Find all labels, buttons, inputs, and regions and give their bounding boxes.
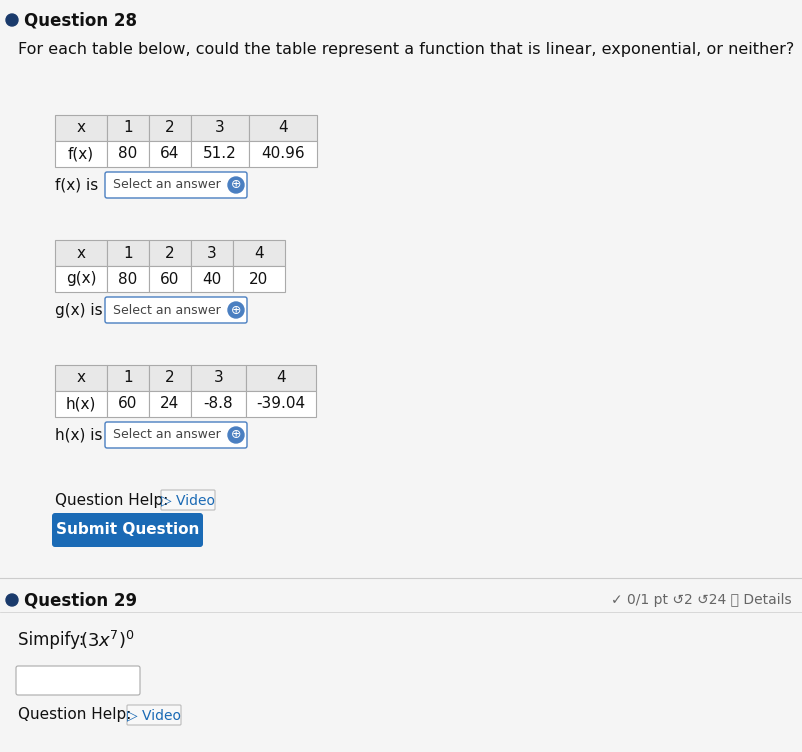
Text: ⊕: ⊕ — [230, 304, 241, 317]
Text: 24: 24 — [160, 396, 180, 411]
Text: For each table below, could the table represent a function that is linear, expon: For each table below, could the table re… — [18, 42, 793, 57]
Text: Select an answer: Select an answer — [113, 304, 221, 317]
Text: $(3x^7)^0$: $(3x^7)^0$ — [80, 629, 135, 651]
Text: x: x — [76, 120, 85, 135]
Bar — [149, 115, 191, 141]
Text: 51.2: 51.2 — [203, 147, 237, 162]
Text: ▷ Video: ▷ Video — [160, 493, 215, 507]
Bar — [107, 391, 149, 417]
Circle shape — [6, 14, 18, 26]
Circle shape — [228, 177, 244, 193]
Bar — [149, 240, 191, 266]
Text: Question Help:: Question Help: — [18, 708, 132, 723]
Text: 2: 2 — [165, 245, 175, 260]
Text: Select an answer: Select an answer — [113, 178, 221, 192]
Circle shape — [228, 302, 244, 318]
Text: 1: 1 — [123, 371, 132, 386]
Text: ▷ Video: ▷ Video — [127, 708, 180, 722]
Circle shape — [6, 594, 18, 606]
Text: 1: 1 — [123, 245, 132, 260]
Text: h(x) is: h(x) is — [55, 427, 103, 442]
Text: 3: 3 — [215, 120, 225, 135]
Bar — [233, 240, 285, 266]
Text: 60: 60 — [160, 271, 180, 287]
Text: 20: 20 — [249, 271, 269, 287]
Bar — [107, 365, 149, 391]
Bar — [191, 365, 245, 391]
Text: ⊕: ⊕ — [230, 178, 241, 192]
Bar — [107, 141, 149, 167]
Bar — [191, 115, 249, 141]
FancyBboxPatch shape — [105, 297, 247, 323]
Bar — [191, 240, 233, 266]
FancyBboxPatch shape — [52, 513, 203, 547]
Circle shape — [228, 427, 244, 443]
Text: 3: 3 — [207, 245, 217, 260]
Text: -39.04: -39.04 — [256, 396, 306, 411]
Text: 1: 1 — [123, 120, 132, 135]
Text: f(x) is: f(x) is — [55, 177, 98, 193]
Text: 40: 40 — [202, 271, 221, 287]
Bar — [55, 115, 107, 141]
Bar — [55, 240, 107, 266]
Bar — [55, 266, 107, 292]
Text: 40.96: 40.96 — [261, 147, 305, 162]
Text: x: x — [76, 371, 85, 386]
Bar — [149, 266, 191, 292]
Text: Question 29: Question 29 — [24, 591, 137, 609]
Text: 2: 2 — [165, 120, 175, 135]
Text: Simpify:: Simpify: — [18, 631, 90, 649]
Bar — [191, 266, 233, 292]
Bar — [249, 141, 317, 167]
Text: 4: 4 — [277, 120, 287, 135]
Text: -8.8: -8.8 — [204, 396, 233, 411]
Bar — [245, 391, 316, 417]
Text: f(x): f(x) — [68, 147, 94, 162]
Bar — [233, 266, 285, 292]
Text: 60: 60 — [118, 396, 137, 411]
Bar — [191, 141, 249, 167]
Text: ✓ 0/1 pt ↺2 ↺24 ⓘ Details: ✓ 0/1 pt ↺2 ↺24 ⓘ Details — [610, 593, 791, 607]
Bar — [191, 391, 245, 417]
Text: 4: 4 — [254, 245, 264, 260]
Bar — [55, 365, 107, 391]
Text: ⊕: ⊕ — [230, 429, 241, 441]
Text: 2: 2 — [165, 371, 175, 386]
Text: 64: 64 — [160, 147, 180, 162]
FancyBboxPatch shape — [160, 490, 215, 510]
FancyBboxPatch shape — [16, 666, 140, 695]
Bar — [55, 141, 107, 167]
FancyBboxPatch shape — [105, 422, 247, 448]
Bar — [55, 391, 107, 417]
Bar — [107, 240, 149, 266]
Text: Question 28: Question 28 — [24, 11, 137, 29]
Text: g(x) is: g(x) is — [55, 302, 103, 317]
FancyBboxPatch shape — [105, 172, 247, 198]
Text: 4: 4 — [276, 371, 286, 386]
Text: 3: 3 — [213, 371, 223, 386]
Bar — [149, 391, 191, 417]
Bar — [107, 266, 149, 292]
Bar — [107, 115, 149, 141]
Bar — [245, 365, 316, 391]
FancyBboxPatch shape — [127, 705, 180, 725]
Bar — [249, 115, 317, 141]
Bar — [149, 141, 191, 167]
Text: x: x — [76, 245, 85, 260]
Text: Select an answer: Select an answer — [113, 429, 221, 441]
Text: Question Help:: Question Help: — [55, 493, 168, 508]
Text: Submit Question: Submit Question — [56, 523, 199, 538]
Text: 80: 80 — [118, 147, 137, 162]
Text: 80: 80 — [118, 271, 137, 287]
Text: h(x): h(x) — [66, 396, 96, 411]
Bar — [149, 365, 191, 391]
Text: g(x): g(x) — [66, 271, 96, 287]
